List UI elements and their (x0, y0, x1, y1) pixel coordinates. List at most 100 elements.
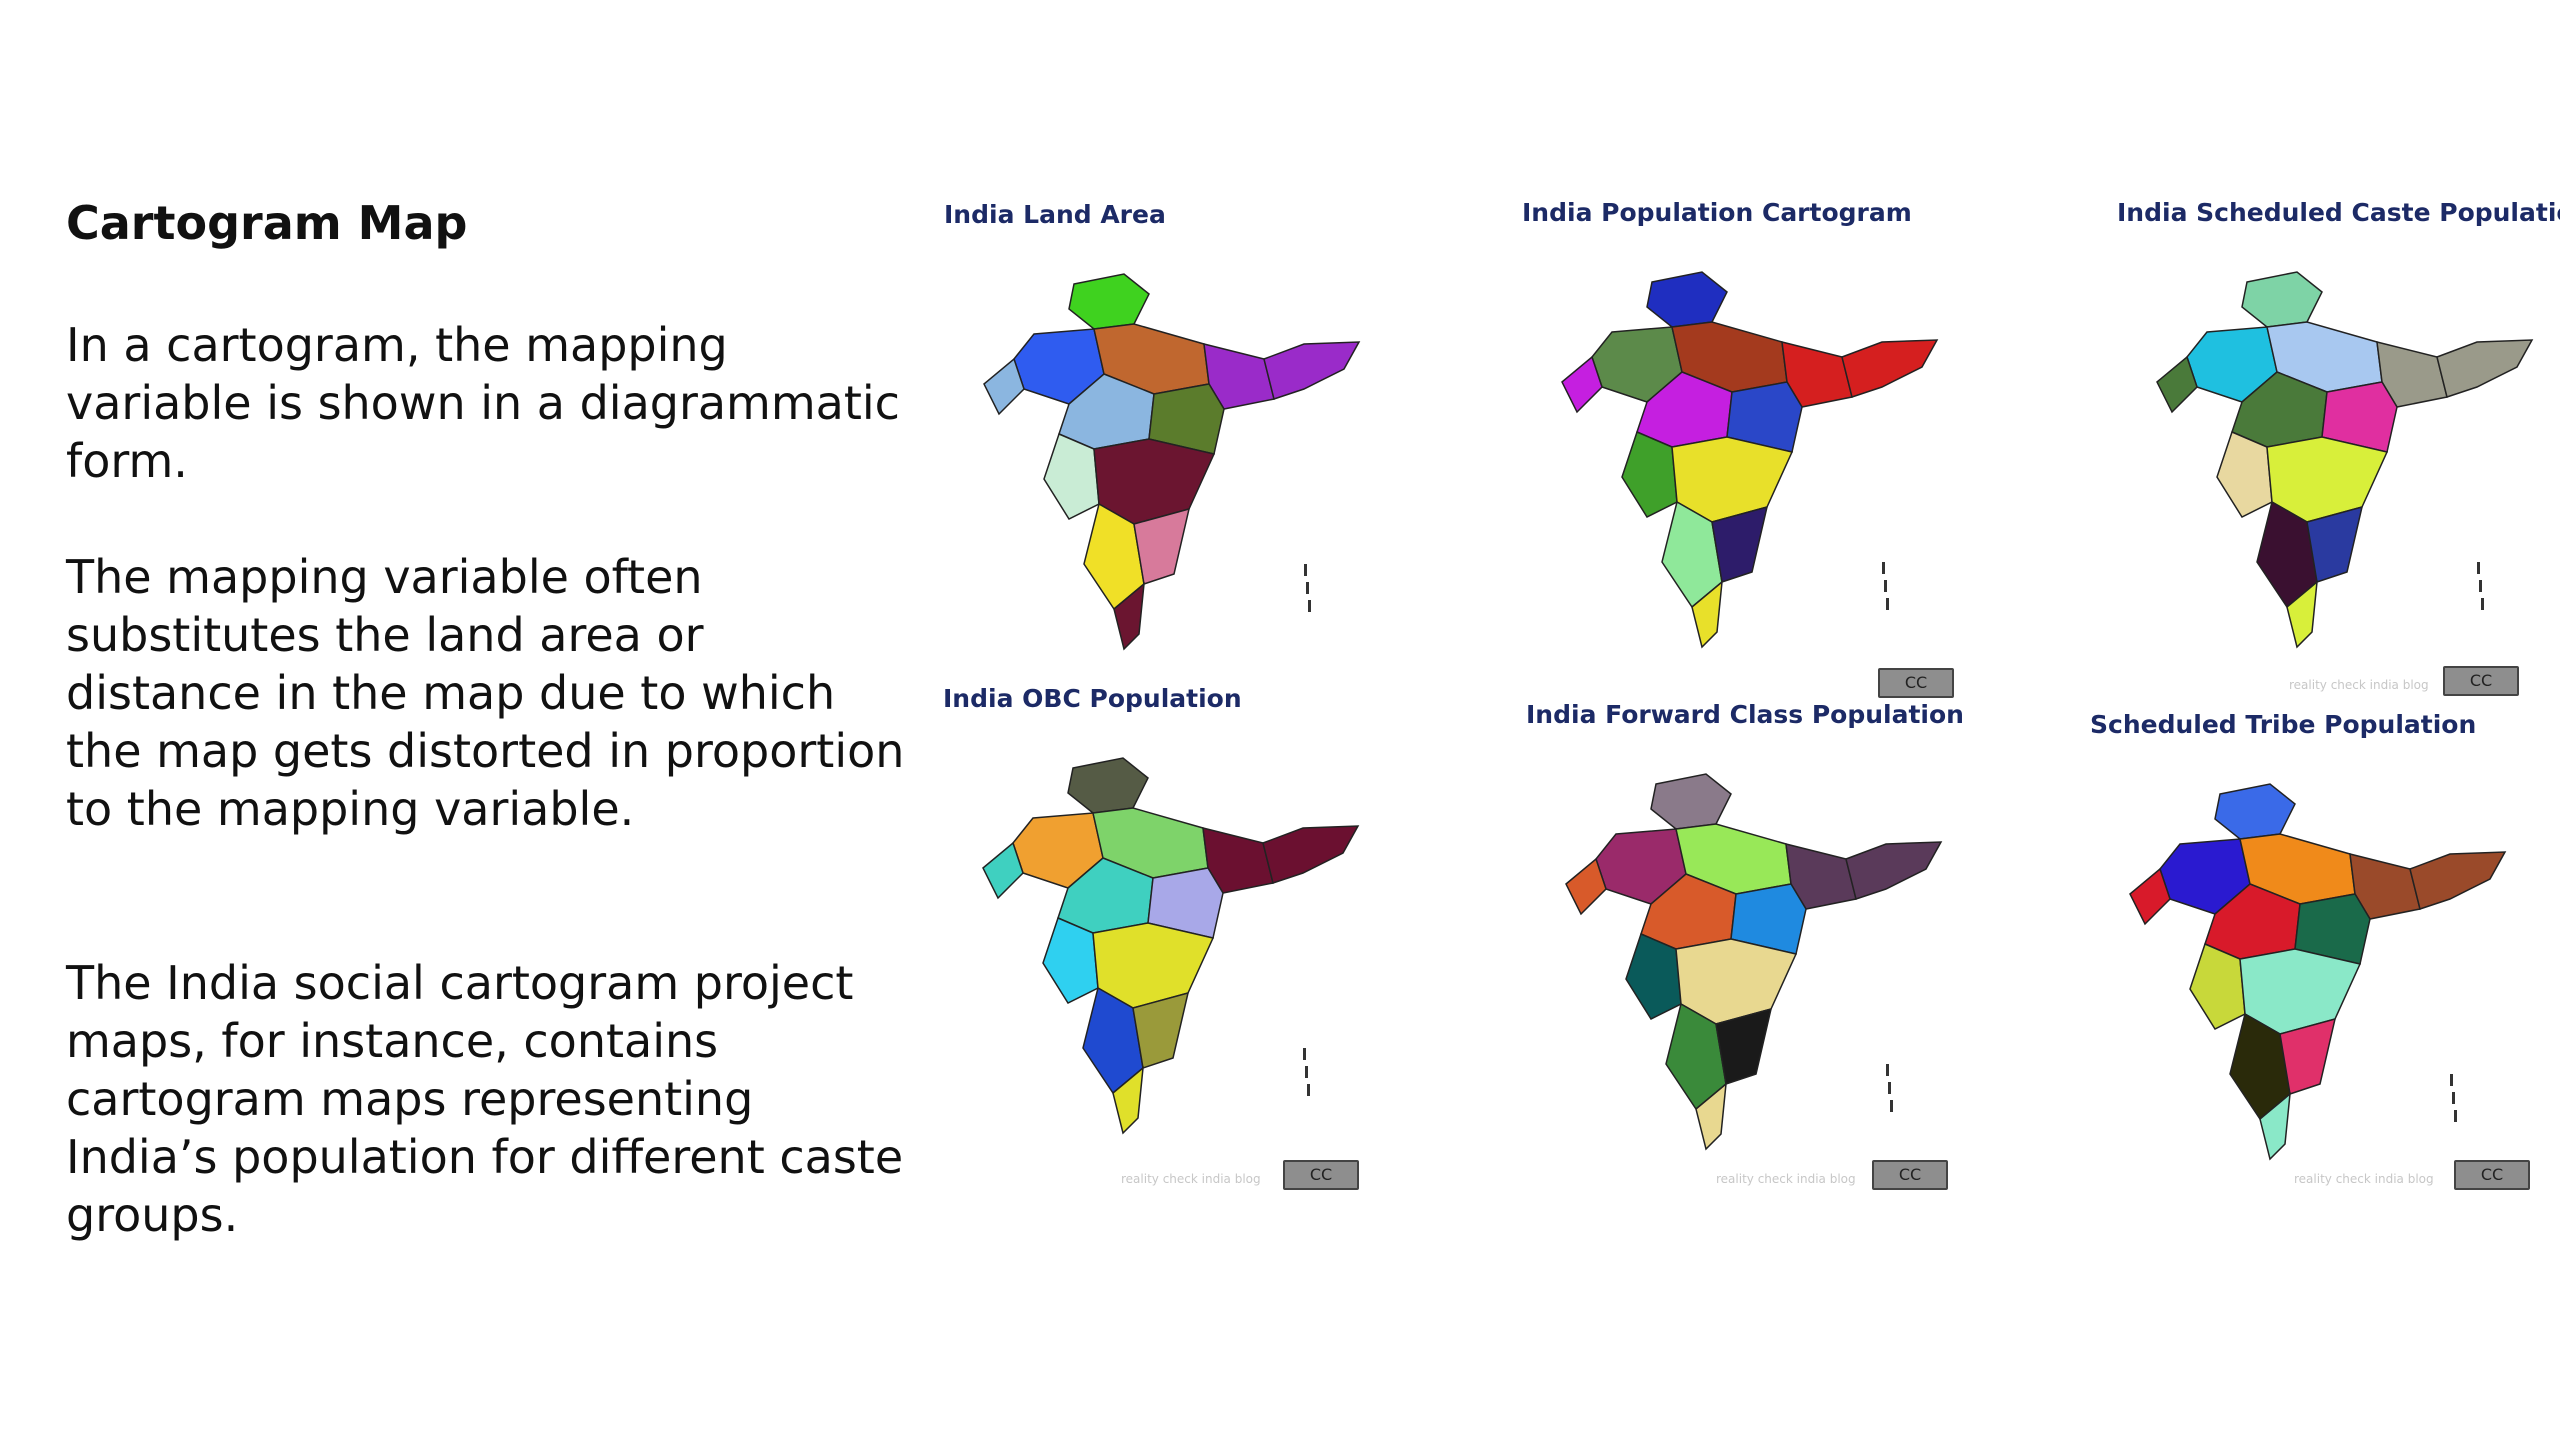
credit-text: reality check india blog (1716, 1172, 1856, 1186)
map-title: India Population Cartogram (1522, 198, 1912, 227)
map-region (1112, 1066, 1144, 1135)
island-marker (1886, 1064, 1889, 1076)
map-region (2286, 580, 2318, 649)
map-panel-population-cartogram: India Population Cartogram CC (1522, 198, 1954, 698)
map-region (1262, 825, 1360, 884)
map-india-scheduled-caste (2156, 271, 2534, 649)
map-region (1695, 1082, 1727, 1151)
island-marker (2450, 1074, 2453, 1086)
map-title: India Forward Class Population (1526, 700, 1964, 729)
map-region (2321, 381, 2398, 453)
island-marker (1303, 1048, 1306, 1060)
map-region (2216, 430, 2273, 518)
island-marker (1304, 564, 1307, 576)
map-india-scheduled-tribe (2129, 783, 2507, 1161)
map-region (2279, 1017, 2337, 1095)
map-regions (982, 757, 1360, 1135)
map-region (2294, 893, 2371, 965)
credit-text: reality check india blog (2289, 678, 2429, 692)
island-marker (1888, 1082, 1891, 1094)
map-region (2259, 1092, 2291, 1161)
island-marker (2481, 598, 2484, 610)
map-region (2214, 783, 2296, 840)
cc-license-badge: CC (2443, 666, 2519, 696)
island-marker (2479, 580, 2482, 592)
paragraph-example: The India social cartogram project maps,… (66, 956, 904, 1242)
map-region (2156, 355, 2198, 414)
map-region (1715, 1007, 1773, 1085)
island-marker (1886, 598, 1889, 610)
map-title: India Scheduled Caste Population (2117, 198, 2560, 227)
map-region (1561, 355, 1603, 414)
map-india-forward-class (1565, 773, 1943, 1151)
map-india-population-cartogram (1561, 271, 1939, 649)
map-regions (1565, 773, 1943, 1151)
map-region (1043, 432, 1100, 520)
map-region (1263, 341, 1361, 400)
map-region (1841, 339, 1939, 398)
map-region (2241, 271, 2323, 328)
map-region (1565, 857, 1607, 916)
island-marker (1307, 1084, 1310, 1096)
credit-text: reality check india blog (1121, 1172, 1261, 1186)
map-india-obc (982, 757, 1360, 1135)
map-region (2349, 853, 2421, 920)
slide-title: Cartogram Map (66, 196, 468, 250)
map-region (1132, 991, 1190, 1069)
island-marker (1882, 562, 1885, 574)
map-region (1067, 757, 1149, 814)
island-marker (1884, 580, 1887, 592)
paragraph-distortion: The mapping variable often substitutes t… (66, 550, 905, 836)
map-regions (2156, 271, 2534, 649)
map-region (1646, 271, 1728, 328)
cc-license-badge: CC (1283, 1160, 1359, 1190)
cc-license-badge: CC (2454, 1160, 2530, 1190)
map-region (1781, 341, 1853, 408)
map-region (982, 841, 1024, 900)
map-panel-land-area: India Land Area (944, 200, 1364, 700)
island-marker (2454, 1110, 2457, 1122)
map-regions (2129, 783, 2507, 1161)
paragraph-definition: In a cartogram, the mapping variable is … (66, 318, 900, 488)
credit-text: reality check india blog (2294, 1172, 2434, 1186)
map-region (1711, 505, 1769, 583)
cc-license-badge: CC (1872, 1160, 1948, 1190)
map-region (1068, 273, 1150, 330)
map-region (1621, 430, 1678, 518)
map-region (983, 357, 1025, 416)
map-title: India OBC Population (943, 684, 1242, 713)
map-regions (983, 273, 1361, 651)
map-region (1730, 883, 1807, 955)
island-marker (1308, 600, 1311, 612)
map-regions (1561, 271, 1939, 649)
map-region (1203, 343, 1275, 410)
map-region (1691, 580, 1723, 649)
map-region (1785, 843, 1857, 910)
map-india-land-area (983, 273, 1361, 651)
map-region (2189, 942, 2246, 1030)
map-region (1148, 383, 1225, 455)
map-panel-forward-class: India Forward Class Population reality c… (1526, 700, 1964, 1200)
map-region (1650, 773, 1732, 830)
map-region (1625, 932, 1682, 1020)
map-title: India Land Area (944, 200, 1166, 229)
map-region (2376, 341, 2448, 408)
island-marker (1890, 1100, 1893, 1112)
island-marker (2477, 562, 2480, 574)
map-region (2306, 505, 2364, 583)
cc-license-badge: CC (1878, 668, 1954, 698)
map-region (1042, 916, 1099, 1004)
map-title: Scheduled Tribe Population (2090, 710, 2477, 739)
map-region (1726, 381, 1803, 453)
island-marker (1305, 1066, 1308, 1078)
map-panel-scheduled-caste: India Scheduled Caste Population reality… (2117, 198, 2560, 698)
map-region (1202, 827, 1274, 894)
island-marker (2452, 1092, 2455, 1104)
map-region (1147, 867, 1224, 939)
map-panel-scheduled-tribe: Scheduled Tribe Population reality check… (2090, 710, 2530, 1210)
map-region (1113, 582, 1145, 651)
map-region (2129, 867, 2171, 926)
map-region (1845, 841, 1943, 900)
map-region (1133, 507, 1191, 585)
island-marker (1306, 582, 1309, 594)
